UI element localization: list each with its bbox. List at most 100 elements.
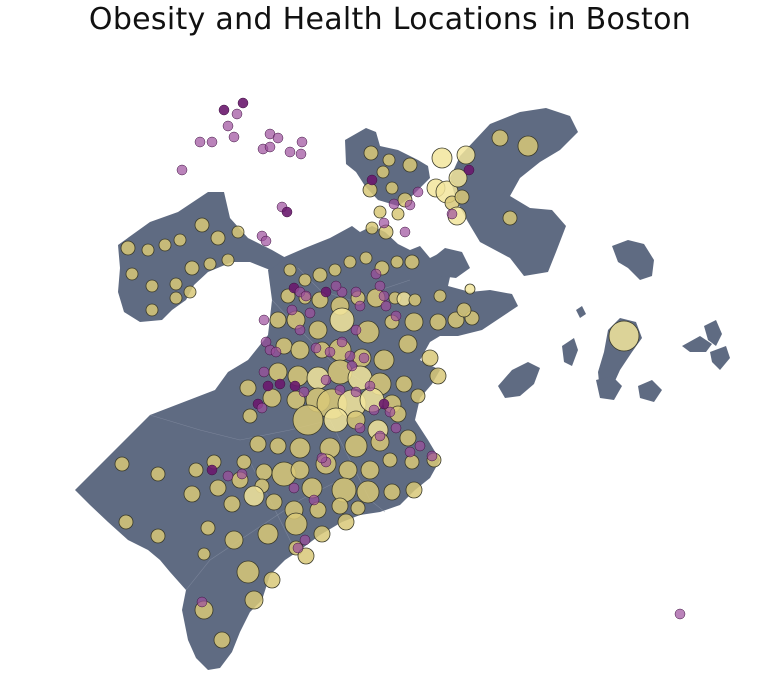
island-georges (704, 320, 722, 346)
obesity-circle (249, 435, 267, 453)
health-location-point (380, 300, 392, 312)
health-location-point (370, 268, 382, 280)
health-location-point (299, 534, 311, 546)
health-location-point (378, 217, 390, 229)
health-location-point (274, 378, 286, 390)
obesity-circle (223, 495, 241, 513)
obesity-circle (399, 429, 417, 447)
health-location-point (176, 164, 188, 176)
obesity-circle (239, 379, 257, 397)
obesity-circle (268, 362, 288, 382)
obesity-circle (376, 165, 390, 179)
obesity-circle (269, 311, 287, 329)
obesity-circle (363, 145, 379, 161)
obesity-circle (200, 520, 216, 536)
obesity-circle (224, 530, 244, 550)
obesity-circle (356, 480, 380, 504)
obesity-circle (395, 375, 413, 393)
district-line (297, 267, 411, 301)
obesity-circle (173, 233, 187, 247)
health-location-point (354, 422, 366, 434)
health-location-point (368, 404, 380, 416)
health-location-point (236, 468, 248, 480)
health-layer (176, 97, 686, 620)
obesity-circle (343, 255, 357, 269)
obesity-circle (290, 460, 310, 480)
obesity-circle (301, 477, 323, 499)
health-location-point (364, 380, 376, 392)
obesity-circle (360, 460, 380, 480)
health-location-point (281, 206, 293, 218)
health-location-point (404, 446, 416, 458)
health-location-point (292, 542, 304, 554)
obesity-circle (391, 207, 405, 221)
obesity-circle (456, 302, 472, 318)
east-boston (450, 108, 578, 276)
health-location-point (384, 406, 396, 418)
obesity-circle (312, 267, 328, 283)
obesity-circle (145, 303, 159, 317)
island-rainsford (710, 346, 730, 370)
obesity-circle (221, 253, 235, 267)
health-location-point (264, 141, 276, 153)
obesity-circle (292, 404, 324, 436)
seaport-pier (430, 248, 470, 278)
obesity-circle (373, 205, 387, 219)
obesity-circle (362, 182, 378, 198)
obesity-circle (145, 279, 159, 293)
health-location-point (378, 290, 390, 302)
health-location-point (320, 374, 332, 386)
health-location-point (390, 310, 402, 322)
health-location-point (258, 314, 270, 326)
health-location-point (350, 386, 362, 398)
health-location-point (231, 108, 243, 120)
health-location-point (206, 464, 218, 476)
health-location-point (334, 384, 346, 396)
island-moon (638, 380, 662, 402)
obesity-circle (231, 225, 245, 239)
health-location-point (310, 342, 322, 354)
obesity-circle (344, 434, 368, 458)
obesity-circle (323, 407, 349, 433)
health-location-point (289, 380, 301, 392)
obesity-circle (433, 289, 447, 303)
health-location-point (196, 596, 208, 608)
health-location-point (350, 286, 362, 298)
obesity-circle (298, 273, 312, 287)
obesity-circle (283, 263, 297, 277)
health-location-point (374, 430, 386, 442)
health-location-point (399, 226, 411, 238)
health-location-point (412, 186, 424, 198)
obesity-circle (408, 293, 422, 307)
obesity-circle (183, 285, 197, 299)
health-location-point (270, 346, 282, 358)
obesity-circle (491, 129, 509, 147)
allston-brighton (118, 192, 286, 322)
obesity-circle (398, 334, 418, 354)
health-location-point (272, 132, 284, 144)
obesity-circle (169, 291, 183, 305)
health-location-point (426, 450, 438, 462)
obesity-circle (331, 477, 357, 503)
health-location-point (446, 208, 458, 220)
obesity-circle (289, 437, 311, 459)
obesity-circle (385, 181, 399, 195)
health-location-point (350, 324, 362, 336)
obesity-circle (203, 257, 217, 271)
health-location-point (674, 608, 686, 620)
health-location-point (256, 402, 268, 414)
health-location-point (346, 360, 358, 372)
obesity-circle (169, 277, 183, 291)
obesity-circle (382, 153, 396, 167)
island-lovells (612, 240, 654, 280)
health-location-point (218, 104, 230, 116)
obesity-circle (236, 454, 252, 470)
obesity-layer (114, 129, 640, 649)
obesity-circle (120, 240, 136, 256)
obesity-circle (197, 547, 211, 561)
obesity-circle (141, 243, 155, 257)
island-spectacle (498, 362, 540, 398)
health-location-point (222, 470, 234, 482)
obesity-circle (429, 313, 447, 331)
health-location-point (354, 300, 366, 312)
